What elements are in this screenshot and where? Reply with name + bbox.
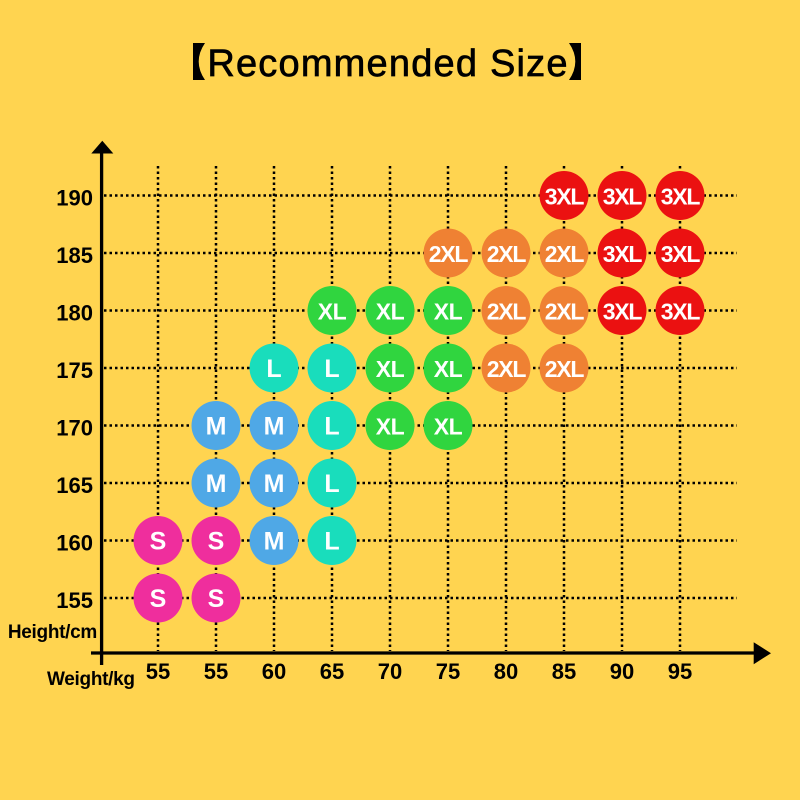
svg-text:175: 175	[56, 358, 93, 383]
svg-text:XL: XL	[434, 356, 463, 382]
svg-text:3XL: 3XL	[661, 241, 701, 267]
svg-text:Weight/kg: Weight/kg	[47, 669, 135, 690]
svg-text:3XL: 3XL	[603, 184, 643, 210]
svg-text:95: 95	[668, 659, 692, 684]
svg-text:3XL: 3XL	[545, 184, 585, 210]
svg-text:170: 170	[56, 416, 93, 441]
svg-text:3XL: 3XL	[603, 299, 643, 325]
svg-text:165: 165	[56, 473, 93, 498]
svg-text:80: 80	[494, 659, 518, 684]
svg-text:2XL: 2XL	[545, 241, 585, 267]
svg-text:190: 190	[56, 186, 93, 211]
svg-text:155: 155	[56, 588, 93, 613]
svg-text:3XL: 3XL	[661, 184, 701, 210]
svg-text:160: 160	[56, 531, 93, 556]
svg-text:XL: XL	[376, 356, 405, 382]
svg-text:2XL: 2XL	[487, 299, 527, 325]
svg-text:XL: XL	[434, 414, 463, 440]
svg-text:3XL: 3XL	[661, 299, 701, 325]
svg-text:90: 90	[610, 659, 634, 684]
svg-text:2XL: 2XL	[429, 241, 469, 267]
svg-text:L: L	[324, 355, 339, 383]
svg-text:85: 85	[552, 659, 576, 684]
svg-text:Height/cm: Height/cm	[8, 622, 97, 643]
svg-text:55: 55	[204, 659, 228, 684]
svg-text:55: 55	[146, 659, 170, 684]
svg-text:S: S	[150, 585, 167, 613]
svg-text:XL: XL	[376, 414, 405, 440]
svg-text:Recommended Size: Recommended Size	[207, 43, 568, 85]
svg-text:M: M	[264, 470, 285, 498]
svg-text:XL: XL	[376, 299, 405, 325]
svg-text:2XL: 2XL	[545, 299, 585, 325]
svg-text:3XL: 3XL	[603, 241, 643, 267]
svg-text:M: M	[264, 413, 285, 441]
svg-text:65: 65	[320, 659, 344, 684]
svg-text:L: L	[324, 413, 339, 441]
svg-text:75: 75	[436, 659, 460, 684]
svg-text:M: M	[206, 413, 227, 441]
svg-text:2XL: 2XL	[487, 241, 527, 267]
svg-text:2XL: 2XL	[545, 356, 585, 382]
svg-text:M: M	[206, 470, 227, 498]
svg-text:L: L	[324, 470, 339, 498]
svg-text:XL: XL	[318, 299, 347, 325]
svg-text:S: S	[150, 528, 167, 556]
svg-text:60: 60	[262, 659, 286, 684]
svg-text:L: L	[266, 355, 281, 383]
svg-text:XL: XL	[434, 299, 463, 325]
svg-text:L: L	[324, 528, 339, 556]
svg-text:70: 70	[378, 659, 402, 684]
svg-text:185: 185	[56, 243, 93, 268]
svg-text:S: S	[208, 528, 225, 556]
svg-text:M: M	[264, 528, 285, 556]
svg-text:180: 180	[56, 301, 93, 326]
svg-text:S: S	[208, 585, 225, 613]
svg-text:2XL: 2XL	[487, 356, 527, 382]
